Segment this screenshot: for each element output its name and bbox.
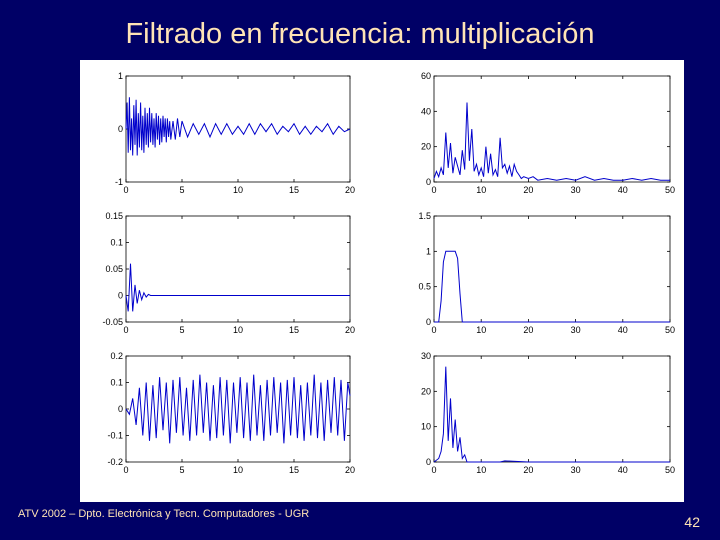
- y-tick-label: -1: [115, 177, 123, 187]
- y-tick-label: 1.5: [418, 211, 431, 221]
- x-tick-label: 50: [665, 465, 675, 475]
- x-tick-label: 10: [476, 325, 486, 335]
- y-tick-label: 1: [426, 246, 431, 256]
- x-tick-label: 5: [179, 185, 184, 195]
- x-tick-label: 20: [345, 465, 355, 475]
- y-tick-label: -0.1: [107, 431, 123, 441]
- subplot-2: 0 10 20 30 40 50 60 40 20 0: [421, 71, 675, 195]
- axes-box: [125, 215, 351, 323]
- axes-box: [433, 75, 671, 183]
- x-tick-label: 50: [665, 325, 675, 335]
- axes-box: [433, 215, 671, 323]
- series-line: [125, 263, 350, 312]
- y-tick-label: 0: [118, 124, 123, 134]
- series-line: [125, 374, 351, 444]
- y-tick-label: 1: [118, 71, 123, 81]
- page-number: 42: [684, 514, 700, 530]
- y-tick-label: 0.15: [105, 211, 123, 221]
- y-tick-label: 0: [118, 291, 123, 301]
- x-tick-label: 15: [289, 325, 299, 335]
- x-tick-label: 30: [571, 465, 581, 475]
- slide-footer: ATV 2002 – Dpto. Electrónica y Tecn. Com…: [18, 508, 310, 520]
- x-tick-label: 15: [289, 185, 299, 195]
- y-tick-label: 0: [118, 404, 123, 414]
- x-tick-label: 50: [665, 185, 675, 195]
- subplot-4: 0 10 20 30 40 50 1.5 1 0.5 0: [418, 211, 675, 335]
- y-tick-label: 0.5: [418, 282, 431, 292]
- y-tick-label: 60: [421, 71, 431, 81]
- x-tick-label: 30: [571, 185, 581, 195]
- y-tick-label: 0.2: [110, 351, 123, 361]
- figure-panel: 0 5 10 15 20 1 0 -1 0 10 20 30 40 50 60 40 20 0 0 5 10 15 20 0.…: [80, 60, 684, 502]
- series-line: [125, 97, 351, 156]
- x-tick-label: 10: [476, 465, 486, 475]
- x-tick-label: 20: [523, 185, 533, 195]
- x-tick-label: 5: [179, 325, 184, 335]
- series-line: [434, 250, 670, 323]
- x-tick-label: 0: [431, 465, 436, 475]
- y-tick-label: 0.1: [110, 238, 123, 248]
- x-tick-label: 5: [179, 465, 184, 475]
- y-tick-label: 0.1: [110, 378, 123, 388]
- y-tick-label: 0: [426, 317, 431, 327]
- x-tick-label: 30: [571, 325, 581, 335]
- y-tick-label: 10: [421, 422, 431, 432]
- x-tick-label: 15: [289, 465, 299, 475]
- x-tick-label: 0: [123, 465, 128, 475]
- x-tick-label: 20: [523, 465, 533, 475]
- x-tick-label: 40: [618, 325, 628, 335]
- y-tick-label: 20: [421, 386, 431, 396]
- x-tick-label: 40: [618, 185, 628, 195]
- x-tick-label: 10: [233, 465, 243, 475]
- x-tick-label: 0: [123, 185, 128, 195]
- series-line: [433, 366, 670, 463]
- x-tick-label: 40: [618, 465, 628, 475]
- x-tick-label: 20: [523, 325, 533, 335]
- x-tick-label: 0: [431, 185, 436, 195]
- y-tick-label: -0.2: [107, 457, 123, 467]
- subplot-5: 0 5 10 15 20 0.2 0.1 0 -0.1 -0.2: [107, 351, 355, 475]
- y-tick-label: 0.05: [105, 264, 123, 274]
- series-line: [433, 102, 670, 181]
- x-tick-label: 10: [233, 325, 243, 335]
- x-tick-label: 20: [345, 185, 355, 195]
- axes-box: [125, 75, 351, 183]
- x-tick-label: 20: [345, 325, 355, 335]
- x-tick-label: 10: [233, 185, 243, 195]
- y-tick-label: 0: [426, 457, 431, 467]
- y-tick-label: -0.05: [102, 317, 123, 327]
- x-tick-label: 10: [476, 185, 486, 195]
- subplot-6: 0 10 20 30 40 50 30 20 10 0: [421, 351, 675, 475]
- y-tick-label: 20: [421, 142, 431, 152]
- slide-title: Filtrado en frecuencia: multiplicación: [125, 18, 595, 50]
- x-tick-label: 0: [123, 325, 128, 335]
- x-tick-label: 0: [431, 325, 436, 335]
- subplot-3: 0 5 10 15 200.150.10.050-0.05: [102, 211, 355, 335]
- y-tick-label: 0: [426, 177, 431, 187]
- axes-box: [433, 355, 671, 463]
- y-tick-label: 30: [421, 351, 431, 361]
- y-tick-label: 40: [421, 106, 431, 116]
